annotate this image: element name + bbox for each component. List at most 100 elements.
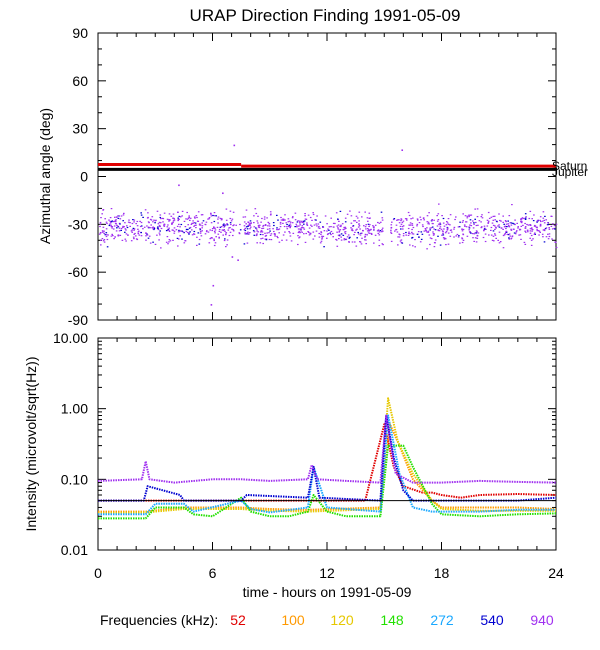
- legend-entry-540: 540: [480, 612, 504, 628]
- az-point: [433, 219, 435, 221]
- az-point: [420, 219, 422, 221]
- intensity-plot-frame: [97, 337, 557, 551]
- az-point: [319, 242, 322, 244]
- az-point: [193, 233, 195, 235]
- az-point: [398, 233, 400, 235]
- az-point: [170, 215, 173, 217]
- az-point: [401, 242, 404, 244]
- az-point: [112, 235, 114, 237]
- az-point: [207, 218, 209, 220]
- az-point: [499, 219, 501, 222]
- az-point: [483, 228, 486, 230]
- az-point: [125, 233, 128, 235]
- az-point: [194, 217, 196, 219]
- az-point: [354, 220, 356, 222]
- az-point: [297, 231, 300, 234]
- azimuth-plot-frame: [97, 32, 557, 321]
- az-point: [352, 225, 354, 227]
- az-point: [461, 241, 464, 244]
- az-point: [434, 239, 437, 241]
- az-point: [318, 236, 321, 238]
- az-point: [548, 233, 551, 235]
- az-point: [520, 238, 522, 240]
- az-point: [108, 224, 111, 227]
- az-point: [230, 220, 233, 222]
- az-point: [163, 225, 166, 227]
- in-y-tick-label: 10.00: [53, 330, 88, 346]
- az-point: [408, 231, 410, 233]
- az-point: [169, 240, 172, 242]
- az-point: [355, 215, 358, 217]
- az-point: [106, 238, 109, 241]
- az-point: [98, 233, 101, 235]
- az-y-tick-label: 90: [72, 25, 88, 41]
- az-point: [461, 230, 464, 232]
- az-point: [441, 215, 443, 217]
- az-point: [390, 224, 393, 226]
- az-point: [423, 230, 426, 232]
- az-point: [200, 214, 203, 216]
- az-point: [330, 233, 332, 236]
- az-point: [148, 235, 151, 237]
- az-point: [167, 228, 169, 230]
- az-point: [133, 229, 135, 231]
- az-point: [372, 226, 375, 228]
- az-point: [503, 234, 506, 236]
- az-point: [291, 217, 294, 219]
- az-point: [269, 234, 272, 236]
- az-point: [147, 212, 149, 214]
- az-point: [399, 225, 402, 227]
- az-point: [199, 232, 202, 234]
- az-point: [346, 213, 349, 215]
- az-point: [458, 226, 461, 228]
- az-point: [498, 224, 500, 226]
- az-point: [264, 224, 267, 226]
- az-point: [264, 235, 267, 237]
- az-point: [495, 237, 497, 239]
- az-point: [146, 234, 149, 236]
- az-point: [208, 242, 211, 244]
- az-point: [434, 229, 437, 231]
- az-point: [504, 225, 506, 227]
- az-point: [114, 220, 116, 222]
- az-point: [257, 231, 259, 233]
- az-point: [302, 220, 305, 222]
- az-point: [431, 219, 433, 221]
- az-point: [146, 225, 148, 227]
- az-point: [369, 224, 371, 226]
- az-point: [302, 227, 305, 229]
- az-point: [443, 237, 446, 239]
- az-point: [199, 229, 202, 231]
- az-point: [373, 229, 375, 231]
- az-point: [447, 232, 450, 234]
- az-point: [380, 221, 382, 223]
- az-point: [364, 236, 366, 238]
- az-point: [510, 228, 512, 230]
- az-point: [337, 218, 339, 220]
- az-point: [153, 227, 155, 229]
- az-point: [548, 235, 551, 238]
- az-point: [116, 225, 119, 227]
- az-point: [183, 242, 186, 244]
- az-point: [257, 222, 259, 224]
- az-point: [523, 241, 526, 243]
- az-point: [430, 227, 433, 229]
- az-point: [487, 222, 489, 224]
- az-point: [416, 218, 419, 220]
- az-point: [487, 211, 490, 214]
- az-point: [390, 231, 392, 233]
- az-point: [262, 242, 264, 245]
- az-point: [367, 223, 370, 225]
- az-point: [112, 228, 115, 230]
- az-point: [356, 217, 359, 219]
- az-point: [213, 212, 216, 214]
- az-point: [411, 237, 413, 239]
- az-point: [497, 225, 499, 227]
- az-point: [498, 226, 501, 228]
- az-point: [158, 221, 161, 223]
- az-point: [524, 222, 526, 225]
- az-point: [220, 219, 223, 221]
- az-point: [553, 225, 556, 227]
- az-point: [114, 219, 117, 221]
- az-point: [466, 215, 469, 217]
